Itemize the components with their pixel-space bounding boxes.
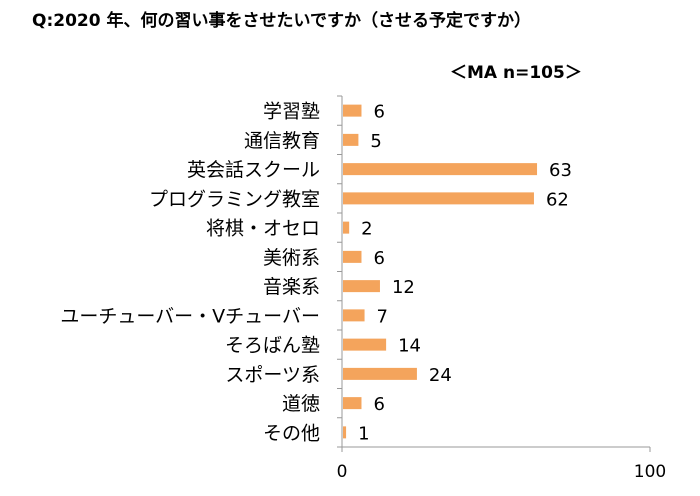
value-label: 63 (549, 160, 572, 181)
category-label: 通信教育 (244, 130, 320, 152)
value-label: 62 (546, 189, 569, 210)
value-label: 6 (373, 102, 384, 123)
category-label: 将棋・オセロ (206, 218, 320, 240)
category-label: スポーツ系 (225, 364, 320, 386)
value-label: 1 (358, 423, 369, 444)
value-label: 6 (373, 394, 384, 415)
bar (343, 104, 362, 117)
bar (343, 250, 362, 263)
bar (343, 133, 359, 146)
category-label: プログラミング教室 (149, 188, 320, 210)
value-label: 5 (370, 131, 381, 152)
bar (343, 192, 534, 205)
category-label: 音楽系 (263, 276, 320, 298)
category-label: 英会話スクール (187, 159, 320, 181)
bar (343, 338, 387, 351)
category-label: ユーチューバー・Vチューバー (60, 305, 320, 327)
value-label: 2 (361, 219, 372, 240)
bar (343, 163, 538, 176)
bar (343, 367, 417, 380)
x-tick-label: 0 (337, 462, 348, 482)
value-label: 7 (377, 306, 388, 327)
bar (343, 426, 347, 439)
sample-size-label: ＜MA n=105＞ (450, 63, 582, 83)
category-label: 道徳 (282, 393, 320, 415)
bar (343, 309, 365, 322)
bar (343, 397, 362, 410)
category-label: 美術系 (263, 247, 320, 269)
bar (343, 221, 350, 234)
value-label: 12 (392, 277, 415, 298)
category-label: そろばん塾 (225, 335, 320, 357)
x-tick-label: 100 (634, 462, 666, 482)
chart-title: Q:2020 年、何の習い事をさせたいですか（させる予定ですか） (32, 11, 531, 31)
category-label: その他 (263, 422, 320, 444)
category-label: 学習塾 (263, 101, 320, 123)
value-label: 24 (429, 365, 452, 386)
bar (343, 280, 380, 293)
value-label: 14 (398, 336, 421, 357)
value-label: 6 (373, 248, 384, 269)
